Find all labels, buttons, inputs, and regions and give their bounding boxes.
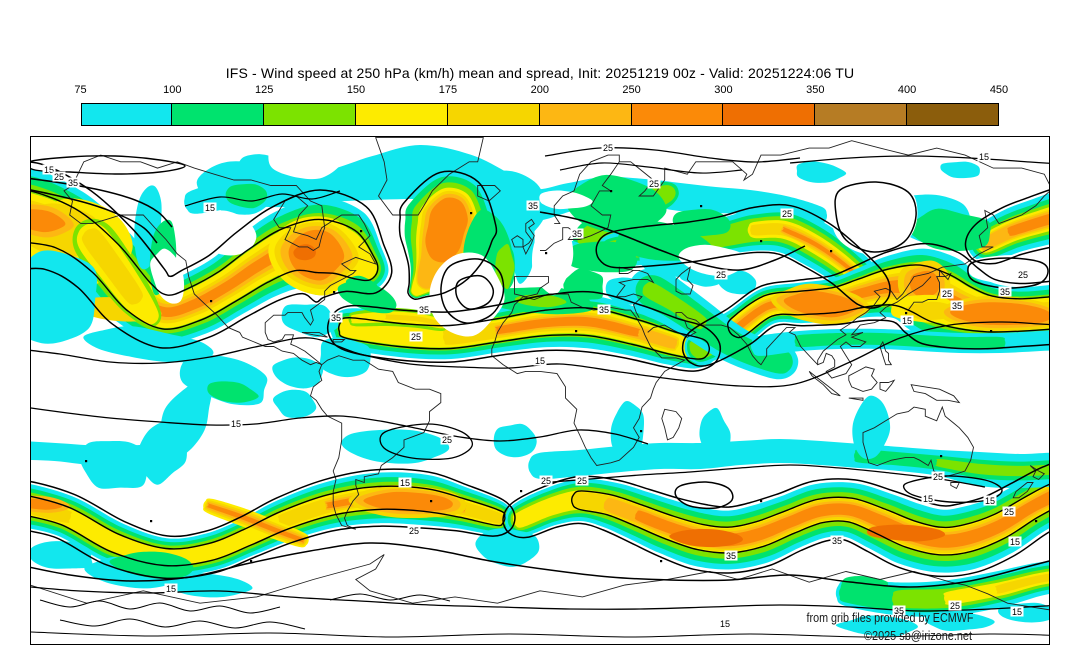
svg-text:25: 25 xyxy=(411,332,421,342)
svg-text:25: 25 xyxy=(603,143,613,153)
svg-text:25: 25 xyxy=(541,476,551,486)
svg-text:25: 25 xyxy=(933,472,943,482)
svg-text:15: 15 xyxy=(1012,607,1022,617)
svg-text:15: 15 xyxy=(720,619,730,629)
svg-text:15: 15 xyxy=(979,152,989,162)
svg-text:25: 25 xyxy=(54,172,64,182)
svg-text:15: 15 xyxy=(231,419,241,429)
svg-text:25: 25 xyxy=(782,209,792,219)
svg-text:35: 35 xyxy=(528,201,538,211)
svg-text:15: 15 xyxy=(1010,537,1020,547)
svg-text:35: 35 xyxy=(832,536,842,546)
svg-text:35: 35 xyxy=(599,305,609,315)
svg-text:15: 15 xyxy=(400,478,410,488)
svg-text:25: 25 xyxy=(442,435,452,445)
svg-text:25: 25 xyxy=(716,270,726,280)
svg-text:25: 25 xyxy=(649,179,659,189)
svg-text:15: 15 xyxy=(44,165,54,175)
svg-text:©2025 sb@irizone.net: ©2025 sb@irizone.net xyxy=(864,629,972,643)
svg-text:15: 15 xyxy=(923,494,933,504)
svg-text:25: 25 xyxy=(577,476,587,486)
svg-text:35: 35 xyxy=(894,606,904,616)
svg-text:15: 15 xyxy=(166,584,176,594)
svg-text:15: 15 xyxy=(902,316,912,326)
svg-text:35: 35 xyxy=(331,313,341,323)
svg-text:15: 15 xyxy=(205,203,215,213)
svg-text:35: 35 xyxy=(572,229,582,239)
svg-text:25: 25 xyxy=(409,526,419,536)
svg-text:35: 35 xyxy=(419,305,429,315)
svg-text:35: 35 xyxy=(1000,287,1010,297)
svg-text:35: 35 xyxy=(68,178,78,188)
svg-text:25: 25 xyxy=(950,601,960,611)
svg-text:25: 25 xyxy=(942,289,952,299)
svg-text:15: 15 xyxy=(535,356,545,366)
svg-text:25: 25 xyxy=(1004,507,1014,517)
svg-text:25: 25 xyxy=(1018,270,1028,280)
svg-text:35: 35 xyxy=(726,551,736,561)
svg-text:15: 15 xyxy=(985,496,995,506)
svg-text:35: 35 xyxy=(952,301,962,311)
svg-text:from grib files provided by EC: from grib files provided by ECMWF xyxy=(807,611,974,625)
